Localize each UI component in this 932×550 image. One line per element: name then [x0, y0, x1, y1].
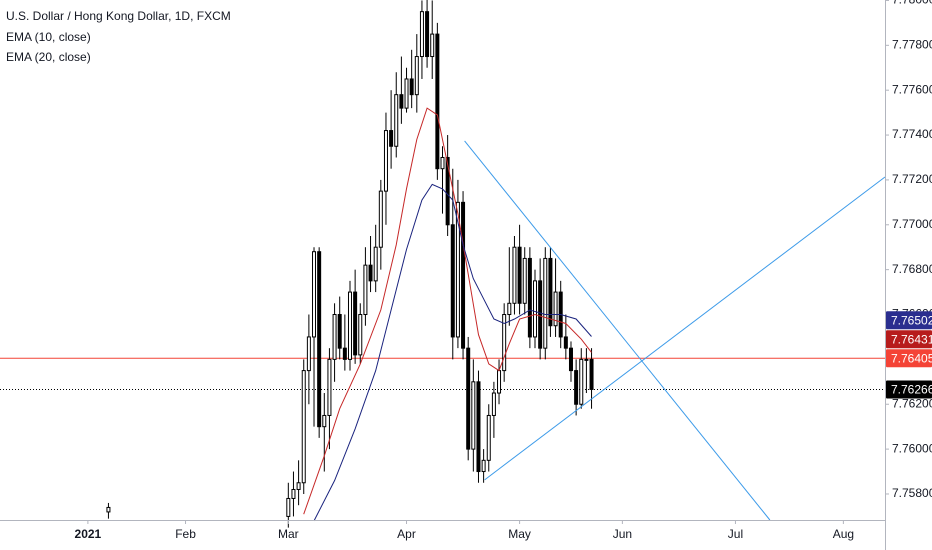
- candle-body: [327, 358, 332, 416]
- candle-body: [461, 201, 466, 349]
- chart-title: U.S. Dollar / Hong Kong Dollar, 1D, FXCM: [6, 9, 231, 23]
- axes: 7.758007.760007.762007.764007.766007.768…: [75, 0, 932, 541]
- x-tick-label: Aug: [833, 527, 854, 541]
- candle-body: [538, 280, 543, 349]
- candle-body: [291, 488, 296, 499]
- y-tick-label: 7.76800: [892, 262, 932, 276]
- y-tick-label: 7.77800: [892, 37, 932, 51]
- candle-body: [548, 257, 553, 327]
- candle-body: [404, 78, 409, 109]
- candle-body: [568, 347, 573, 372]
- x-tick-label: Jul: [728, 527, 743, 541]
- candle-body: [322, 414, 327, 428]
- candle-body: [368, 264, 373, 282]
- candle-body: [522, 257, 527, 304]
- legend-entry: EMA (20, close): [6, 50, 91, 64]
- y-tick-label: 7.77600: [892, 82, 932, 96]
- candle-body: [466, 347, 471, 450]
- candle-body: [502, 314, 507, 372]
- y-tick-label: 7.75800: [892, 486, 932, 500]
- candle-body: [414, 56, 419, 96]
- candle-body: [419, 11, 424, 58]
- candle-body: [440, 156, 445, 170]
- price-tag-bg: [886, 311, 932, 330]
- x-tick-label: Feb: [175, 527, 196, 541]
- candle-body: [574, 370, 579, 405]
- y-tick-label: 7.76000: [892, 441, 932, 455]
- y-tick-label: 7.77200: [892, 172, 932, 186]
- candle-body: [383, 130, 388, 192]
- candle-body: [507, 302, 512, 316]
- x-tick-label: 2021: [75, 527, 102, 541]
- candle-body: [409, 78, 414, 96]
- candle-body: [497, 370, 502, 394]
- candle-body: [342, 347, 347, 360]
- candle-body: [430, 33, 435, 58]
- ema-line: [313, 183, 592, 522]
- candle-body: [286, 497, 291, 517]
- price-tag: 7.76405: [891, 351, 932, 365]
- candle-body: [584, 358, 589, 361]
- candle-body: [553, 291, 558, 327]
- candle-body: [399, 94, 404, 109]
- x-tick-label: Jun: [613, 527, 632, 541]
- y-tick-label: 7.77400: [892, 127, 932, 141]
- y-tick-label: 7.76200: [892, 396, 932, 410]
- x-tick-label: Mar: [278, 527, 299, 541]
- price-tag-bg: [886, 380, 932, 399]
- candle-body: [450, 224, 455, 338]
- ema-line: [303, 107, 592, 515]
- candle-body: [471, 381, 476, 450]
- candle-body: [306, 336, 311, 372]
- candle-body: [296, 482, 301, 490]
- candle-body: [337, 314, 342, 349]
- candle-body: [517, 246, 522, 304]
- candle-body: [563, 336, 568, 349]
- candle-body: [332, 314, 337, 360]
- candle-body: [512, 246, 517, 304]
- candle-body: [317, 251, 322, 428]
- candle-body: [106, 506, 111, 513]
- price-tag-bg: [886, 349, 932, 368]
- candle-body: [373, 246, 378, 282]
- candle-body: [378, 190, 383, 248]
- price-tag: 7.76502: [891, 313, 932, 327]
- trendline: [464, 140, 771, 521]
- price-tag: 7.76431: [891, 332, 932, 346]
- candle-body: [312, 251, 317, 338]
- candle-body: [363, 264, 368, 316]
- candle-body: [476, 381, 481, 473]
- candle-body: [394, 94, 399, 147]
- candle-body: [301, 370, 306, 484]
- x-tick-label: Apr: [397, 527, 416, 541]
- candle-body: [486, 414, 491, 461]
- candle-body: [455, 201, 460, 338]
- candle-body: [527, 257, 532, 338]
- price-tag-bg: [886, 330, 932, 349]
- trendline: [484, 176, 886, 481]
- price-tag: 7.76266: [891, 383, 932, 397]
- candle-body: [445, 156, 450, 226]
- candle-body: [589, 358, 594, 390]
- legend-entry: EMA (10, close): [6, 30, 91, 44]
- candle-body: [435, 33, 440, 170]
- candle-body: [579, 358, 584, 405]
- candle-body: [481, 459, 486, 473]
- candle-body: [533, 280, 538, 338]
- candle-body: [353, 291, 358, 356]
- x-tick-label: May: [508, 527, 531, 541]
- y-tick-label: 7.77000: [892, 217, 932, 231]
- candle-body: [425, 11, 430, 58]
- candle-body: [347, 291, 352, 360]
- candle-body: [389, 130, 394, 147]
- plot-area: [0, 0, 886, 528]
- candle-body: [491, 392, 496, 416]
- y-tick-label: 7.78000: [892, 0, 932, 7]
- candle-body: [543, 257, 548, 349]
- candle-body: [358, 314, 363, 356]
